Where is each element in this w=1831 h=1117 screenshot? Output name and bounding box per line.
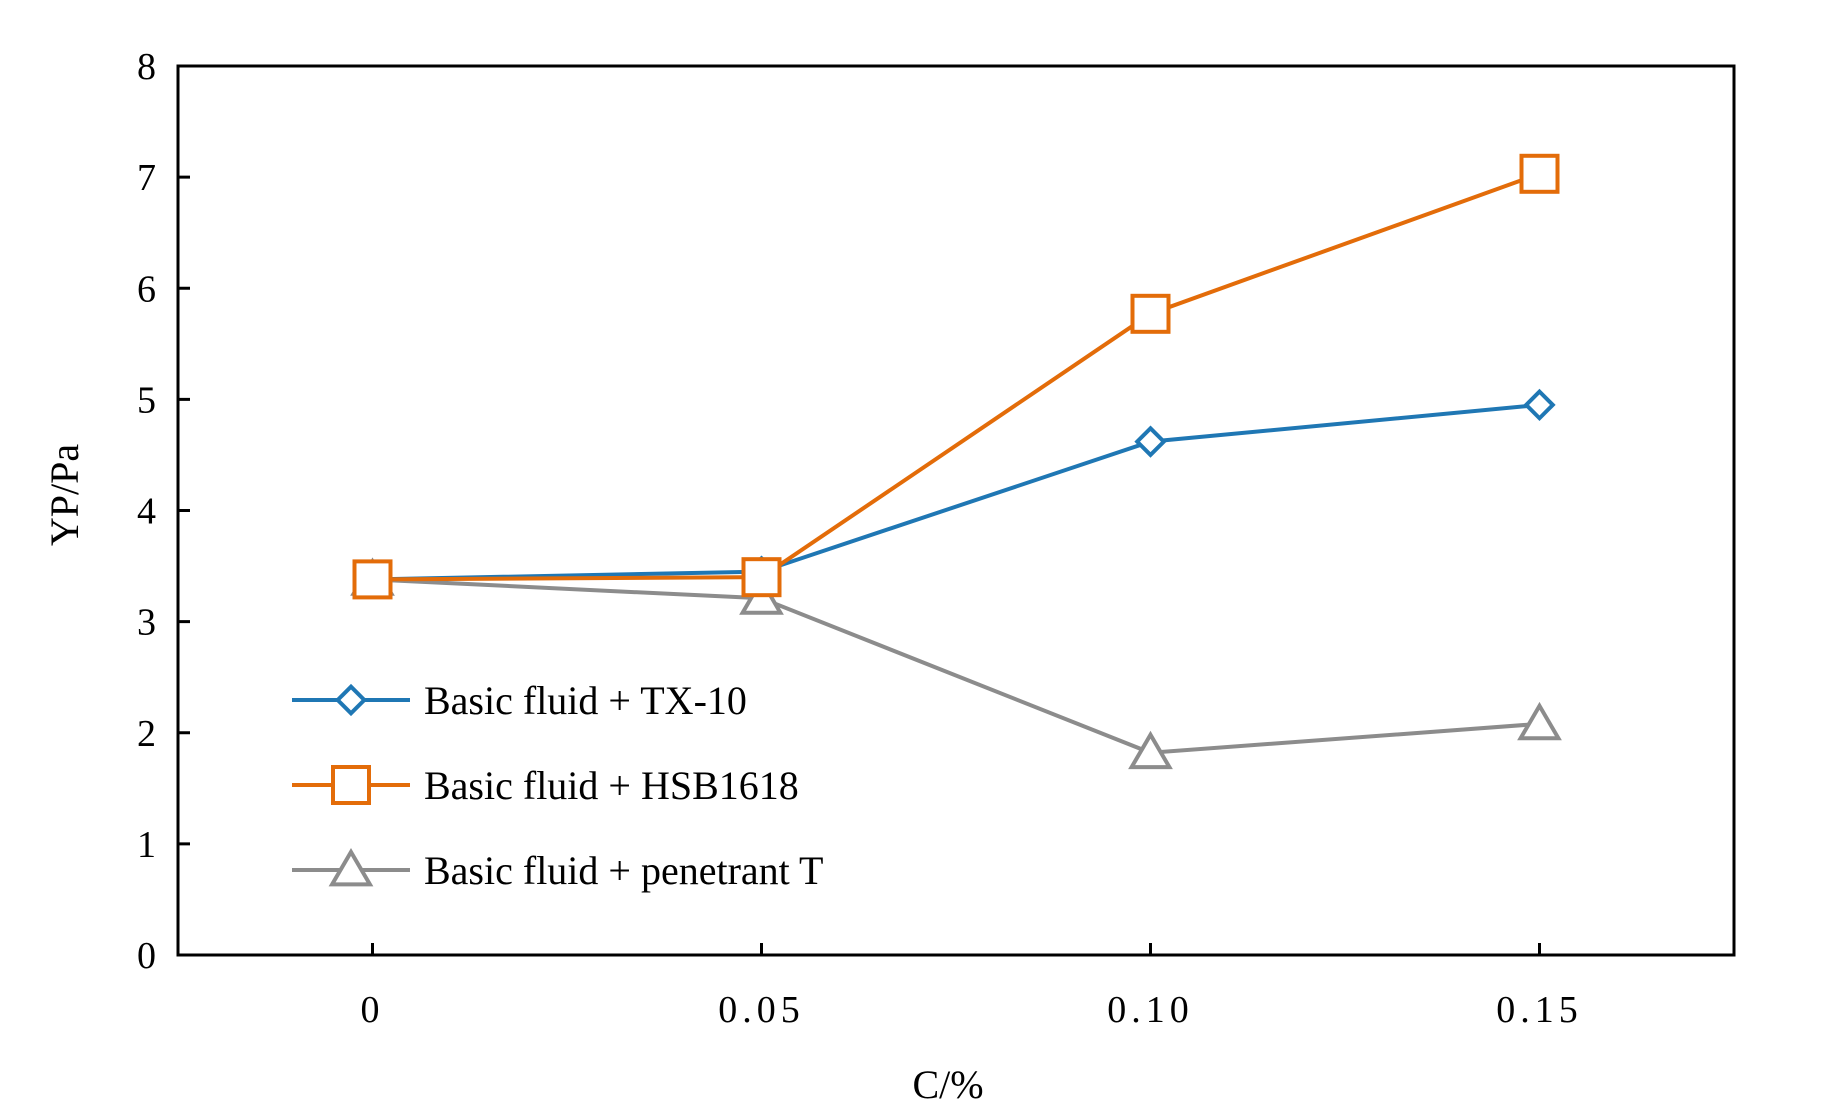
legend-label: Basic fluid + TX-10: [424, 678, 747, 723]
legend-item-basic-fluid-penetrant-t: Basic fluid + penetrant T: [292, 848, 824, 893]
series-layer: [350, 153, 1562, 770]
series-basic-fluid-tx-10: [356, 388, 1556, 596]
y-axis-title: YP/Pa: [42, 444, 87, 546]
legend-marker: [334, 683, 368, 717]
x-tick-label: 0.05: [718, 989, 805, 1031]
y-tick-label: 6: [137, 268, 156, 310]
x-tick-label: 0.10: [1107, 989, 1194, 1031]
y-tick-label: 2: [137, 713, 156, 755]
x-tick-label: 0: [361, 989, 385, 1031]
y-tick-label: 7: [137, 157, 156, 199]
series-basic-fluid-penetrant-t: [350, 557, 1562, 770]
legend-item-basic-fluid-tx-10: Basic fluid + TX-10: [292, 678, 747, 723]
legend: Basic fluid + TX-10 Basic fluid + HSB1618…: [292, 678, 824, 893]
legend-item-basic-fluid-hsb1618: Basic fluid + HSB1618: [292, 763, 799, 808]
data-point: [741, 557, 782, 598]
series-line: [372, 171, 1541, 582]
data-point: [1134, 425, 1167, 458]
legend-marker: [328, 848, 374, 887]
data-point: [1519, 153, 1560, 194]
series-basic-fluid-hsb1618: [352, 153, 1560, 600]
y-tick-label: 1: [137, 824, 156, 866]
legend-label: Basic fluid + penetrant T: [424, 848, 824, 893]
axes: 0 1 2 3 4 5 6 7 8 0 0.05 0.10 0.15: [137, 46, 1736, 1031]
data-point: [1128, 730, 1173, 770]
data-point: [1517, 701, 1562, 741]
y-tick-label: 0: [137, 935, 156, 977]
data-point: [1130, 293, 1171, 334]
y-tick-label: 3: [137, 602, 156, 644]
y-tick-label: 8: [137, 46, 156, 88]
series-line: [372, 577, 1540, 755]
legend-marker: [331, 765, 371, 805]
y-tick-label: 4: [137, 491, 156, 533]
x-tick-label: 0.15: [1496, 989, 1583, 1031]
y-tick-label: 5: [137, 379, 156, 421]
series-line: [372, 402, 1540, 582]
data-point: [352, 559, 393, 600]
legend-label: Basic fluid + HSB1618: [424, 763, 799, 808]
x-axis-title: C/%: [912, 1062, 983, 1107]
plot-frame: [176, 64, 1736, 957]
data-point: [1523, 388, 1556, 422]
